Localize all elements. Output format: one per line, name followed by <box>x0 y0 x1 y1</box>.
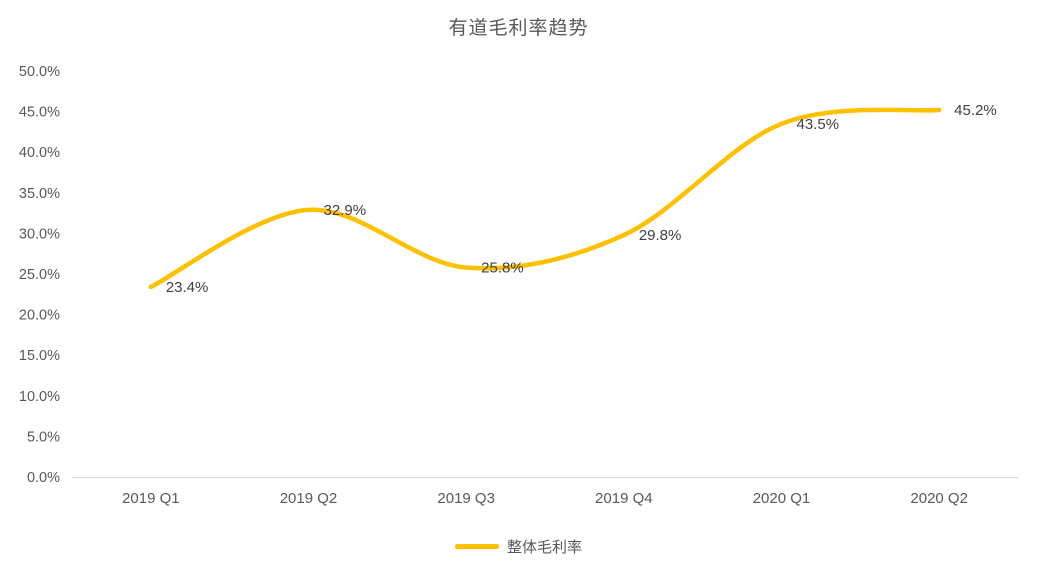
y-axis-tick-label: 30.0% <box>19 226 60 242</box>
x-axis-category-labels: 2019 Q1 2019 Q2 2019 Q3 2019 Q4 2020 Q1 2020 … <box>122 490 968 507</box>
series-line <box>148 107 942 290</box>
data-point-label: 25.8% <box>481 260 524 277</box>
data-point-label: 29.8% <box>639 227 682 244</box>
x-axis-category-label: 2019 Q1 <box>122 490 180 507</box>
y-axis-tick-label: 50.0% <box>19 64 60 80</box>
chart-title: 有道毛利率趋势 <box>448 18 589 39</box>
legend: 整体毛利率 <box>0 536 1037 557</box>
y-axis-tick-label: 45.0% <box>19 105 60 121</box>
x-axis-category-label: 2020 Q2 <box>910 490 968 507</box>
y-axis-tick-label: 25.0% <box>19 267 60 283</box>
data-point-label: 45.2% <box>954 102 997 119</box>
y-axis-tick-labels: 0.0% 5.0% 10.0% 15.0% 20.0% 25.0% 30.0% 35.0% 40… <box>19 64 60 486</box>
x-axis-category-label: 2019 Q2 <box>280 490 338 507</box>
y-axis-tick-label: 35.0% <box>19 186 60 202</box>
data-point-label: 43.5% <box>797 116 840 133</box>
x-axis-category-label: 2020 Q1 <box>753 490 811 507</box>
y-axis-tick-label: 5.0% <box>27 429 60 445</box>
y-axis-tick-label: 10.0% <box>19 389 60 405</box>
x-axis-category-label: 2019 Q3 <box>437 490 495 507</box>
y-axis-tick-label: 0.0% <box>27 470 60 486</box>
legend-series-label: 整体毛利率 <box>506 539 582 556</box>
legend-line-swatch <box>454 544 499 549</box>
data-point-label: 32.9% <box>324 202 367 219</box>
y-axis-tick-label: 20.0% <box>19 308 60 324</box>
x-axis-category-label: 2019 Q4 <box>595 490 653 507</box>
data-point-labels: 23.4% 32.9% 25.8% 29.8% 43.5% 45.2% <box>166 102 997 296</box>
y-axis-tick-label: 15.0% <box>19 348 60 364</box>
data-point-label: 23.4% <box>166 279 209 296</box>
y-axis-tick-label: 40.0% <box>19 145 60 161</box>
